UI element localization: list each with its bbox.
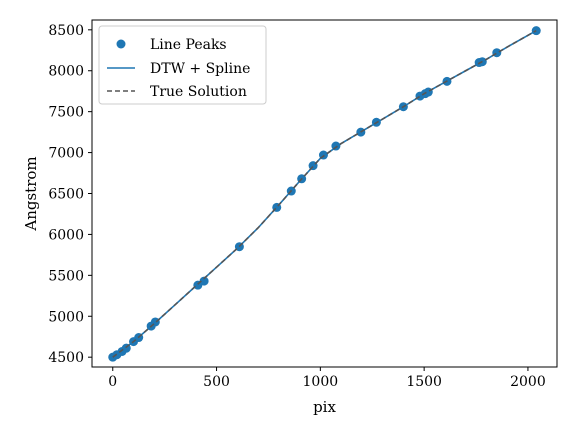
line-peak-point [531,26,541,36]
true-solution-line [112,29,537,358]
y-tick-label: 7000 [48,146,84,162]
legend-label-line-peaks: Line Peaks [150,37,227,53]
x-tick-label: 1500 [406,374,442,390]
y-tick-label: 6500 [48,187,84,203]
x-tick-label: 2000 [510,374,546,390]
y-tick-label: 8000 [48,64,84,80]
x-axis-label: pix [313,398,336,416]
x-tick-label: 0 [108,374,117,390]
line-peak-point [199,276,209,286]
y-axis: 4500 5000 5500 6000 6500 7000 7500 8000 8500 [48,23,92,366]
plot-area [108,26,541,362]
y-tick-label: 5500 [48,268,84,284]
legend: Line Peaks DTW + Spline True Solution [98,25,267,105]
legend-label-true-solution: True Solution [150,84,247,100]
y-axis-label: Angstrom [22,156,40,231]
y-tick-label: 8500 [48,23,84,39]
x-axis: 0 500 1000 1500 2000 [108,367,546,390]
legend-label-dtw-spline: DTW + Spline [150,61,250,77]
y-tick-label: 6000 [48,227,84,243]
legend-marker-line-peaks [116,39,126,49]
x-tick-label: 500 [203,374,230,390]
y-tick-label: 5000 [48,309,84,325]
legend-box [98,25,267,105]
x-tick-label: 1000 [303,374,339,390]
y-tick-label: 4500 [48,350,84,366]
y-tick-label: 7500 [48,105,84,121]
